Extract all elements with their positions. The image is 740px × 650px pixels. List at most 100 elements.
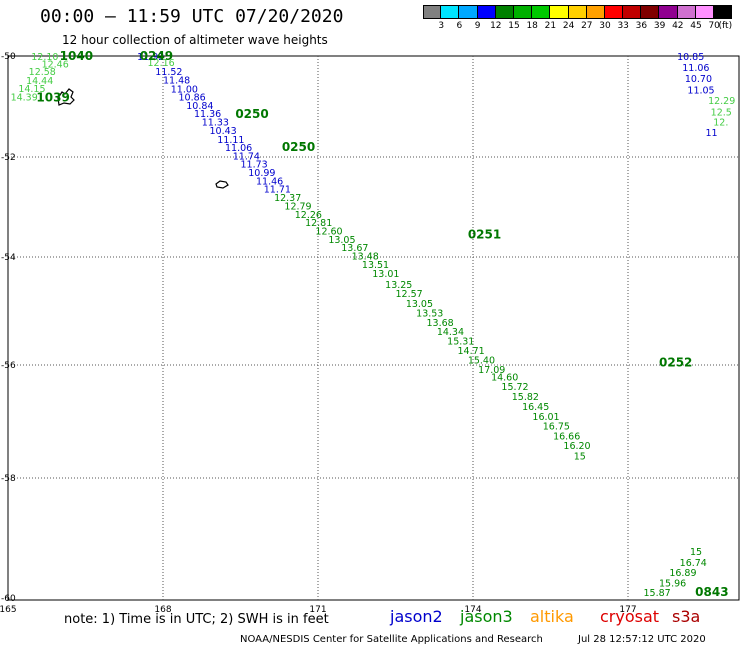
island-outline [57, 88, 75, 106]
swh-value-label: 14.34 [437, 327, 464, 338]
swh-value-label: 16.75 [543, 421, 570, 432]
track-time-label: 1040 [60, 49, 93, 63]
swh-value-label: 16.89 [669, 568, 696, 579]
color-scale-bar [423, 5, 733, 19]
swh-value-label: 12.79 [284, 202, 311, 213]
swh-value-label: 13.51 [362, 260, 389, 271]
swh-value-label: 15.96 [659, 578, 686, 589]
y-tick-label: -52 [1, 153, 16, 163]
island-outline [215, 180, 229, 189]
swh-value-label: 11.46 [256, 177, 283, 188]
scale-label: 6 [456, 21, 463, 31]
swh-value-label: 11.00 [171, 84, 198, 95]
x-tick-label: 174 [464, 605, 481, 615]
swh-value-label: 15 [690, 547, 702, 558]
satellite-legend-cryosat: cryosat [600, 607, 660, 626]
x-tick-label: 168 [154, 605, 171, 615]
scale-label: 33 [617, 21, 629, 31]
swh-value-label: 12.5 [711, 108, 732, 119]
x-tick-label: 177 [619, 605, 636, 615]
swh-value-label: 15 [574, 451, 586, 462]
scale-swatch [604, 5, 624, 19]
scale-swatch [586, 5, 605, 19]
swh-value-label: 16.45 [522, 402, 549, 413]
swh-value-label: 15.40 [468, 356, 495, 367]
swh-value-label: 12.57 [396, 289, 423, 300]
satellite-legend-altika: altika [530, 607, 574, 626]
swh-value-label: 11.36 [194, 109, 221, 120]
chart-subtitle: 12 hour collection of altimeter wave hei… [62, 33, 328, 47]
scale-label: 18 [526, 21, 538, 31]
scale-label: 30 [599, 21, 611, 31]
scale-swatch [641, 5, 660, 19]
track-time-label: 0843 [695, 585, 728, 599]
scale-label: (ft) [718, 21, 733, 31]
plot-frame [7, 55, 740, 601]
scale-swatch [477, 5, 496, 19]
track-time-label: 0252 [659, 355, 692, 369]
scale-label: 12 [490, 21, 502, 31]
swh-value-label: 11.71 [264, 185, 291, 196]
swh-value-label: 10.84 [186, 101, 213, 112]
swh-value-label: 13.48 [352, 252, 379, 263]
scale-label: 15 [508, 21, 520, 31]
swh-value-label: 10.85 [677, 52, 704, 63]
satellite-legend-jason3: jason3 [460, 607, 513, 626]
swh-value-label: 13.25 [385, 280, 412, 291]
scale-swatch [714, 5, 733, 19]
scale-label: 9 [474, 21, 481, 31]
y-tick-label: -56 [1, 361, 16, 371]
scale-swatch [532, 5, 551, 19]
swh-value-label: 15.82 [512, 392, 539, 403]
color-scale-labels: 3 6 9 12 15 18 21 24 27 30 33 36 39 42 45 70 (ft) [423, 21, 740, 35]
swh-value-label: 13.01 [372, 269, 399, 280]
satellite-legend-s3a: s3a [672, 607, 701, 626]
swh-value-label: 14.60 [491, 372, 518, 383]
swh-value-label: 11.73 [241, 160, 268, 171]
swh-value-label: 12.46 [42, 60, 69, 71]
scale-swatch [495, 5, 514, 19]
swh-value-label: 13.53 [416, 309, 443, 320]
swh-value-label: 10.70 [685, 74, 712, 85]
swh-value-label: 11 [706, 128, 718, 139]
scale-label: 42 [672, 21, 684, 31]
swh-value-label: 11.06 [225, 143, 252, 154]
scale-swatch [568, 5, 587, 19]
swh-value-label: 12.26 [295, 210, 322, 221]
swh-value-label: 12.60 [315, 227, 342, 238]
scale-label: 39 [653, 21, 666, 31]
credit-text: NOAA/NESDIS Center for Satellite Applica… [240, 634, 543, 645]
swh-value-label: 10.86 [179, 92, 206, 103]
swh-value-label: 16.01 [532, 412, 559, 423]
y-tick-label: -54 [1, 253, 16, 263]
scale-label: 27 [581, 21, 593, 31]
swh-value-label: 11.05 [687, 85, 714, 96]
scale-label: 21 [544, 21, 557, 31]
swh-value-label: 14.39 [11, 92, 38, 103]
swh-value-label: 17.09 [478, 365, 505, 376]
timestamp-text: Jul 28 12:57:12 UTC 2020 [578, 634, 706, 645]
swh-value-label: 11.06 [682, 63, 709, 74]
swh-value-label: 16.74 [680, 558, 707, 569]
swh-value-label: 13.05 [406, 299, 433, 310]
track-time-label: 0250 [235, 107, 268, 121]
chart-title: 00:00 – 11:59 UTC 07/20/2020 [40, 6, 344, 27]
x-tick-label: 171 [309, 605, 326, 615]
swh-value-label: 13.05 [328, 235, 355, 246]
swh-value-label: 11.33 [202, 118, 229, 129]
swh-value-label: 12. [713, 118, 728, 129]
scale-label: 70 [708, 21, 720, 31]
swh-value-label: 12.10 [31, 52, 58, 63]
swh-value-label: 12.29 [708, 96, 735, 107]
scale-label: 3 [438, 21, 445, 31]
scale-label: 45 [690, 21, 702, 31]
scale-swatch [550, 5, 569, 19]
swh-value-label: 15.87 [644, 588, 671, 599]
swh-value-label: 14.71 [458, 346, 485, 357]
swh-value-label: 12.58 [29, 67, 56, 78]
x-tick-label: 165 [0, 605, 17, 615]
satellite-legend-jason2: jason2 [390, 607, 443, 626]
scale-swatch [623, 5, 642, 19]
swh-value-label: 15.72 [501, 382, 528, 393]
